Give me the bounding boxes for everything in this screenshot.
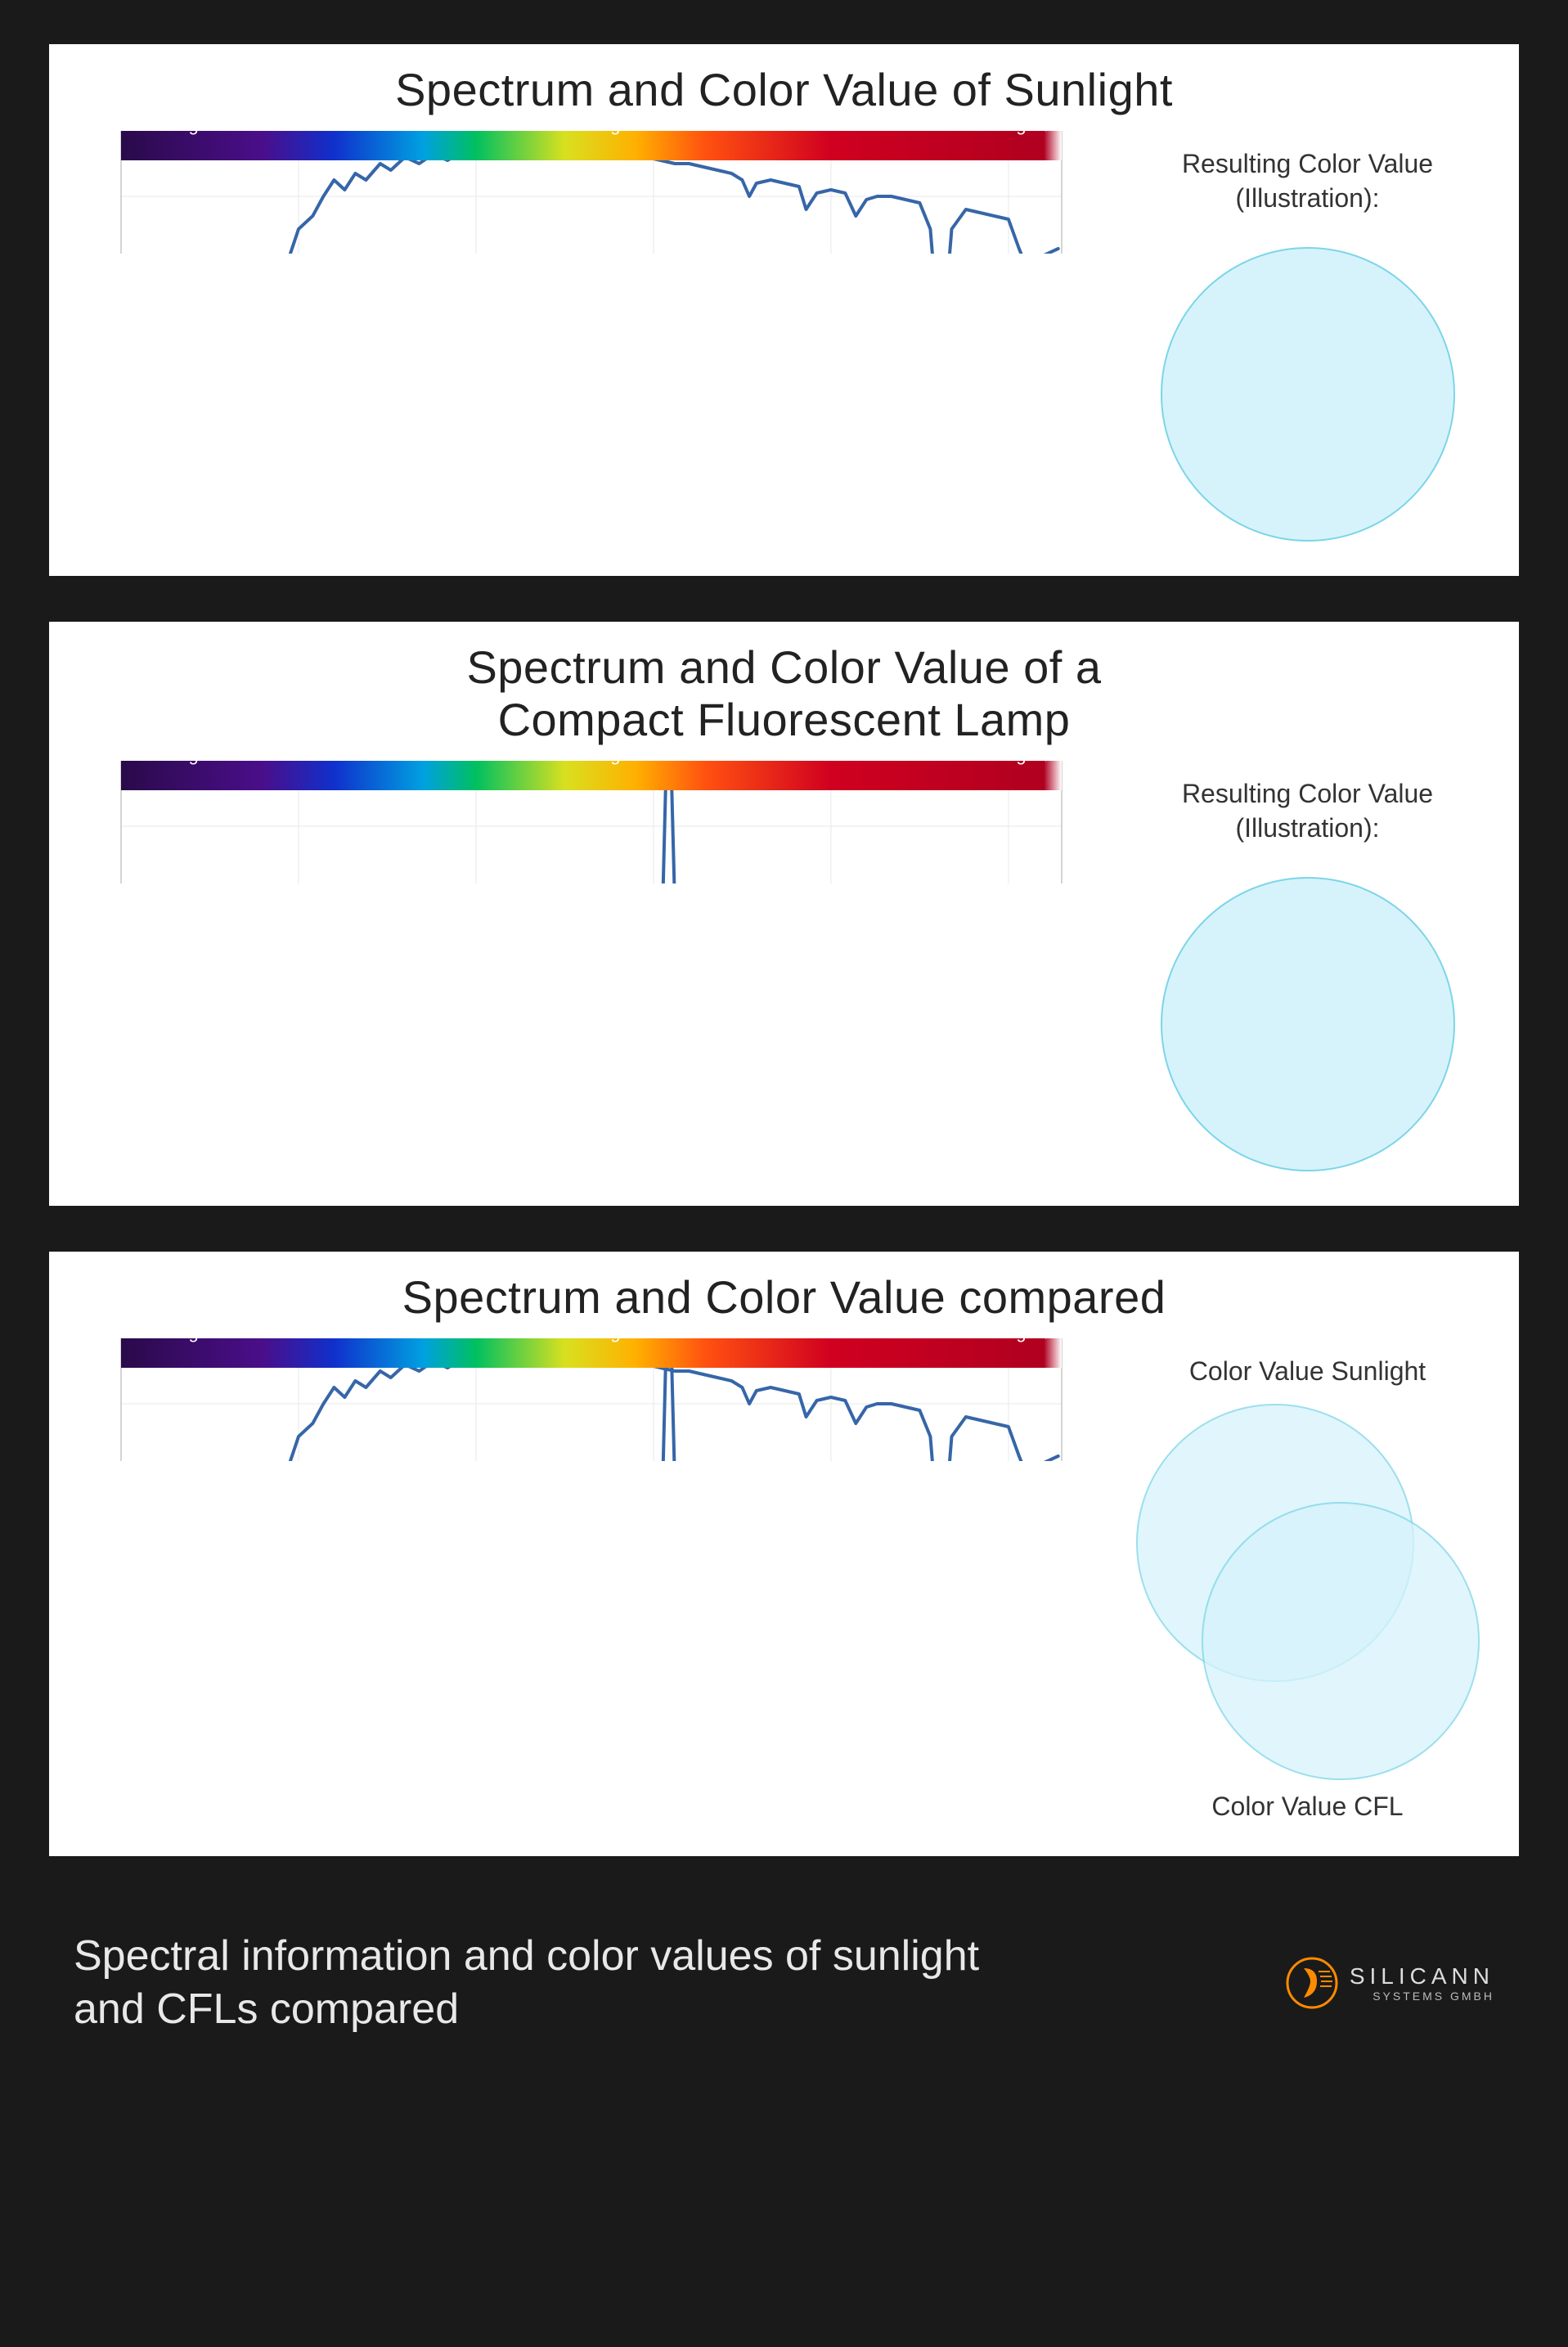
panel-compared: Spectrum and Color Value compared 300nm40…	[46, 1248, 1522, 1860]
panel-body: 300nm400nm500nm600nm700nm800nmUV rangevi…	[72, 1338, 1496, 1838]
color-value-label: Resulting Color Value(Illustration):	[1182, 777, 1433, 845]
color-value-label-top: Color Value Sunlight	[1189, 1355, 1426, 1389]
band-label-visible: visible light	[547, 761, 636, 765]
color-value-circle	[1202, 1502, 1480, 1780]
panel-title: Spectrum and Color Value compared	[72, 1271, 1496, 1324]
series-sun	[121, 1351, 1058, 1461]
chart-column: 300nm400nm500nm600nm700nm800nmUV rangevi…	[72, 131, 1094, 258]
color-circle-group	[1128, 1404, 1488, 1780]
spectrum-band	[121, 131, 1062, 160]
panel-title: Spectrum and Color Value of aCompact Flu…	[72, 641, 1496, 747]
panel-sunlight: Spectrum and Color Value of Sunlight 300n…	[46, 41, 1522, 579]
band-label-ir: infrared range ↑	[924, 131, 1050, 135]
spectrum-band	[121, 761, 1062, 790]
brand-sub: SYSTEMS GMBH	[1350, 1990, 1494, 2003]
band-label-visible: visible light	[547, 131, 636, 135]
spectrum-band	[121, 1338, 1062, 1368]
color-circle-group	[1128, 861, 1488, 1188]
color-value-circle	[1161, 247, 1455, 542]
band-label-visible: visible light	[547, 1338, 636, 1342]
panel-title: Spectrum and Color Value of Sunlight	[72, 64, 1496, 116]
band-label-uv: UV range	[133, 131, 209, 135]
color-value-circle	[1161, 877, 1455, 1171]
panel-body: 300nm400nm500nm600nm700nm800nmUV rangevi…	[72, 761, 1496, 1187]
band-label-ir: infrared range ↑	[924, 1338, 1050, 1342]
color-illustration-column: Resulting Color Value(Illustration):	[1119, 131, 1496, 557]
color-value-label: Resulting Color Value(Illustration):	[1182, 147, 1433, 215]
chart-column: 300nm400nm500nm600nm700nm800nmUV rangevi…	[72, 1338, 1094, 1465]
spectrum-chart: 300nm400nm500nm600nm700nm800nmUV rangevi…	[72, 1338, 1094, 1461]
brand-main: SILICANN	[1350, 1964, 1494, 1990]
panel-cfl: Spectrum and Color Value of aCompact Flu…	[46, 618, 1522, 1209]
spectrum-chart: 300nm400nm500nm600nm700nm800nmUV rangevi…	[72, 761, 1094, 883]
footer: Spectral information and color values of…	[16, 1899, 1552, 2074]
color-circle-group	[1128, 231, 1488, 558]
chart-column: 300nm400nm500nm600nm700nm800nmUV rangevi…	[72, 761, 1094, 888]
infographic-root: Spectrum and Color Value of Sunlight 300n…	[16, 16, 1552, 2074]
spectrum-chart: 300nm400nm500nm600nm700nm800nmUV rangevi…	[72, 131, 1094, 254]
color-illustration-column: Color Value Sunlight Color Value CFL	[1119, 1338, 1496, 1838]
brand-text: SILICANN SYSTEMS GMBH	[1350, 1964, 1494, 2003]
color-value-label-bottom: Color Value CFL	[1211, 1790, 1403, 1824]
panel-body: 300nm400nm500nm600nm700nm800nmUV rangevi…	[72, 131, 1496, 557]
panels-container: Spectrum and Color Value of Sunlight 300n…	[16, 41, 1552, 1859]
color-illustration-column: Resulting Color Value(Illustration):	[1119, 761, 1496, 1187]
brand-logo: SILICANN SYSTEMS GMBH	[1286, 1957, 1494, 2009]
series-sun	[121, 144, 1058, 254]
band-label-ir: infrared range ↑	[924, 761, 1050, 765]
band-label-uv: UV range	[133, 1338, 209, 1342]
footer-caption: Spectral information and color values of…	[74, 1930, 1055, 2036]
brand-icon	[1286, 1957, 1338, 2009]
band-label-uv: UV range	[133, 761, 209, 765]
